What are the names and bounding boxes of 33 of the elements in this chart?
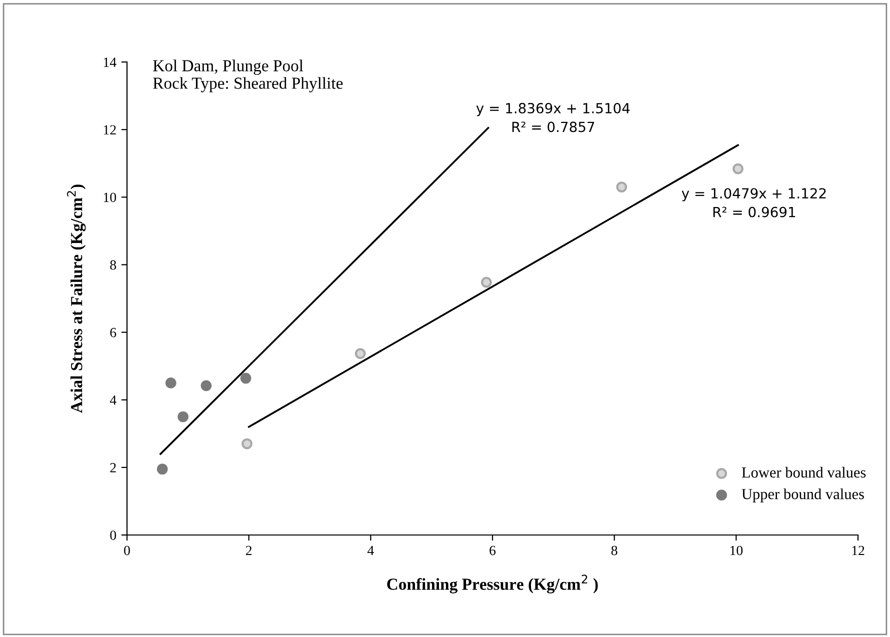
y-tick-label: 4 (110, 396, 116, 405)
point (616, 182, 628, 192)
x-tick-label: 8 (611, 546, 618, 556)
x-tick-label: 0 (124, 546, 130, 556)
x-tick-label: 12 (852, 546, 864, 556)
point (165, 378, 176, 388)
x-tick-label: 6 (490, 546, 496, 556)
y-tick-label: 14 (104, 58, 116, 67)
x-tick-label: 2 (246, 546, 252, 556)
x-axis-title: Confining Pressure (Kg/cm$^{2}$ ) (387, 574, 598, 594)
y-tick-label: 8 (110, 260, 116, 270)
point (242, 438, 252, 450)
point (178, 411, 188, 422)
point (240, 372, 252, 384)
x-tick-label: 10 (730, 546, 743, 556)
y-tick-label: 10 (104, 192, 116, 202)
point (200, 380, 212, 392)
point (480, 276, 492, 288)
point (732, 163, 744, 174)
annotation: y = 1.0479x + 1.122 R² = 0.9691 (682, 188, 826, 218)
y-tick-label: 6 (110, 328, 116, 338)
annotation: y = 1.8369x + 1.5104 R² = 0.7857 (476, 102, 630, 132)
point (354, 348, 366, 360)
y-axis-title: Axial Stress at Failure (Kg/cm$^{2}$) (67, 184, 86, 414)
y-tick-label: 0 (110, 530, 116, 540)
chart-title: Kol Dam, Plunge Pool (153, 60, 304, 75)
y-tick-label: 2 (110, 463, 116, 472)
legend-label: Lower bound values (742, 466, 866, 478)
x-tick-label: 4 (367, 546, 374, 556)
point (156, 464, 168, 475)
legend-label: Upper bound values (742, 488, 864, 502)
text: Rock Type: Sheared Phyllite (153, 77, 343, 92)
y-tick-label: 12 (104, 125, 116, 134)
